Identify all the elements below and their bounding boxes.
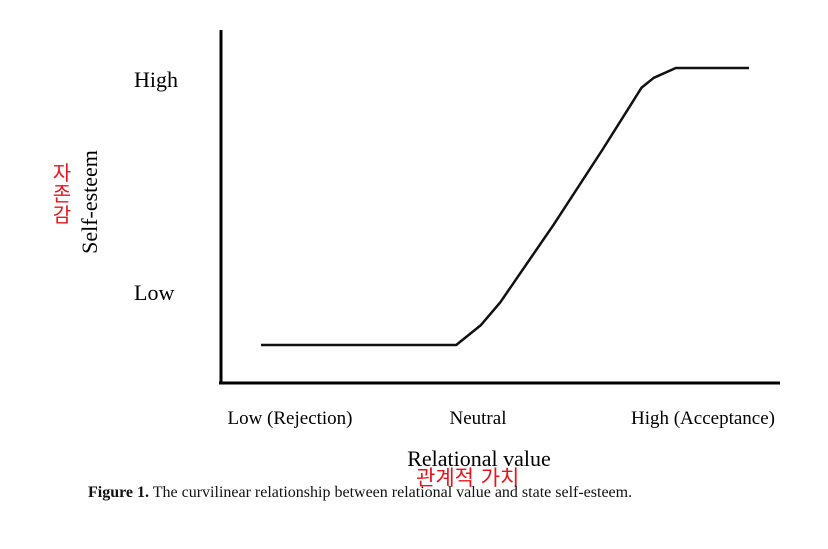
series-line [261,66,749,347]
y-tick-label-low: Low [134,280,174,305]
figure-caption: Figure 1. The curvilinear relationship b… [88,484,808,502]
y-tick-label-high: High [134,67,178,92]
x-tick-label-neutral: Neutral [450,408,507,429]
x-tick-label-high: High (Acceptance) [631,408,775,429]
x-axis-annotation: 관계적 가치 [416,466,520,490]
svg-text:자존감: 자존감 [53,161,71,227]
x-axis-label: Relational value [407,446,551,471]
y-axis-label: Self-esteem [77,150,102,254]
caption-text: The curvilinear relationship between rel… [152,484,633,501]
caption-label: Figure 1. [88,484,150,501]
x-tick-label-low: Low (Rejection) [227,408,352,429]
